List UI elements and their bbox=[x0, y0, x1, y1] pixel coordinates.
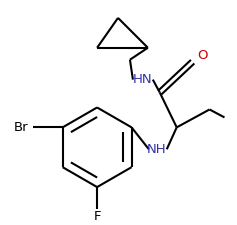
Text: NH: NH bbox=[147, 143, 167, 156]
Text: O: O bbox=[198, 49, 208, 62]
Text: HN: HN bbox=[133, 73, 153, 86]
Text: Br: Br bbox=[14, 121, 29, 134]
Text: F: F bbox=[93, 210, 101, 223]
